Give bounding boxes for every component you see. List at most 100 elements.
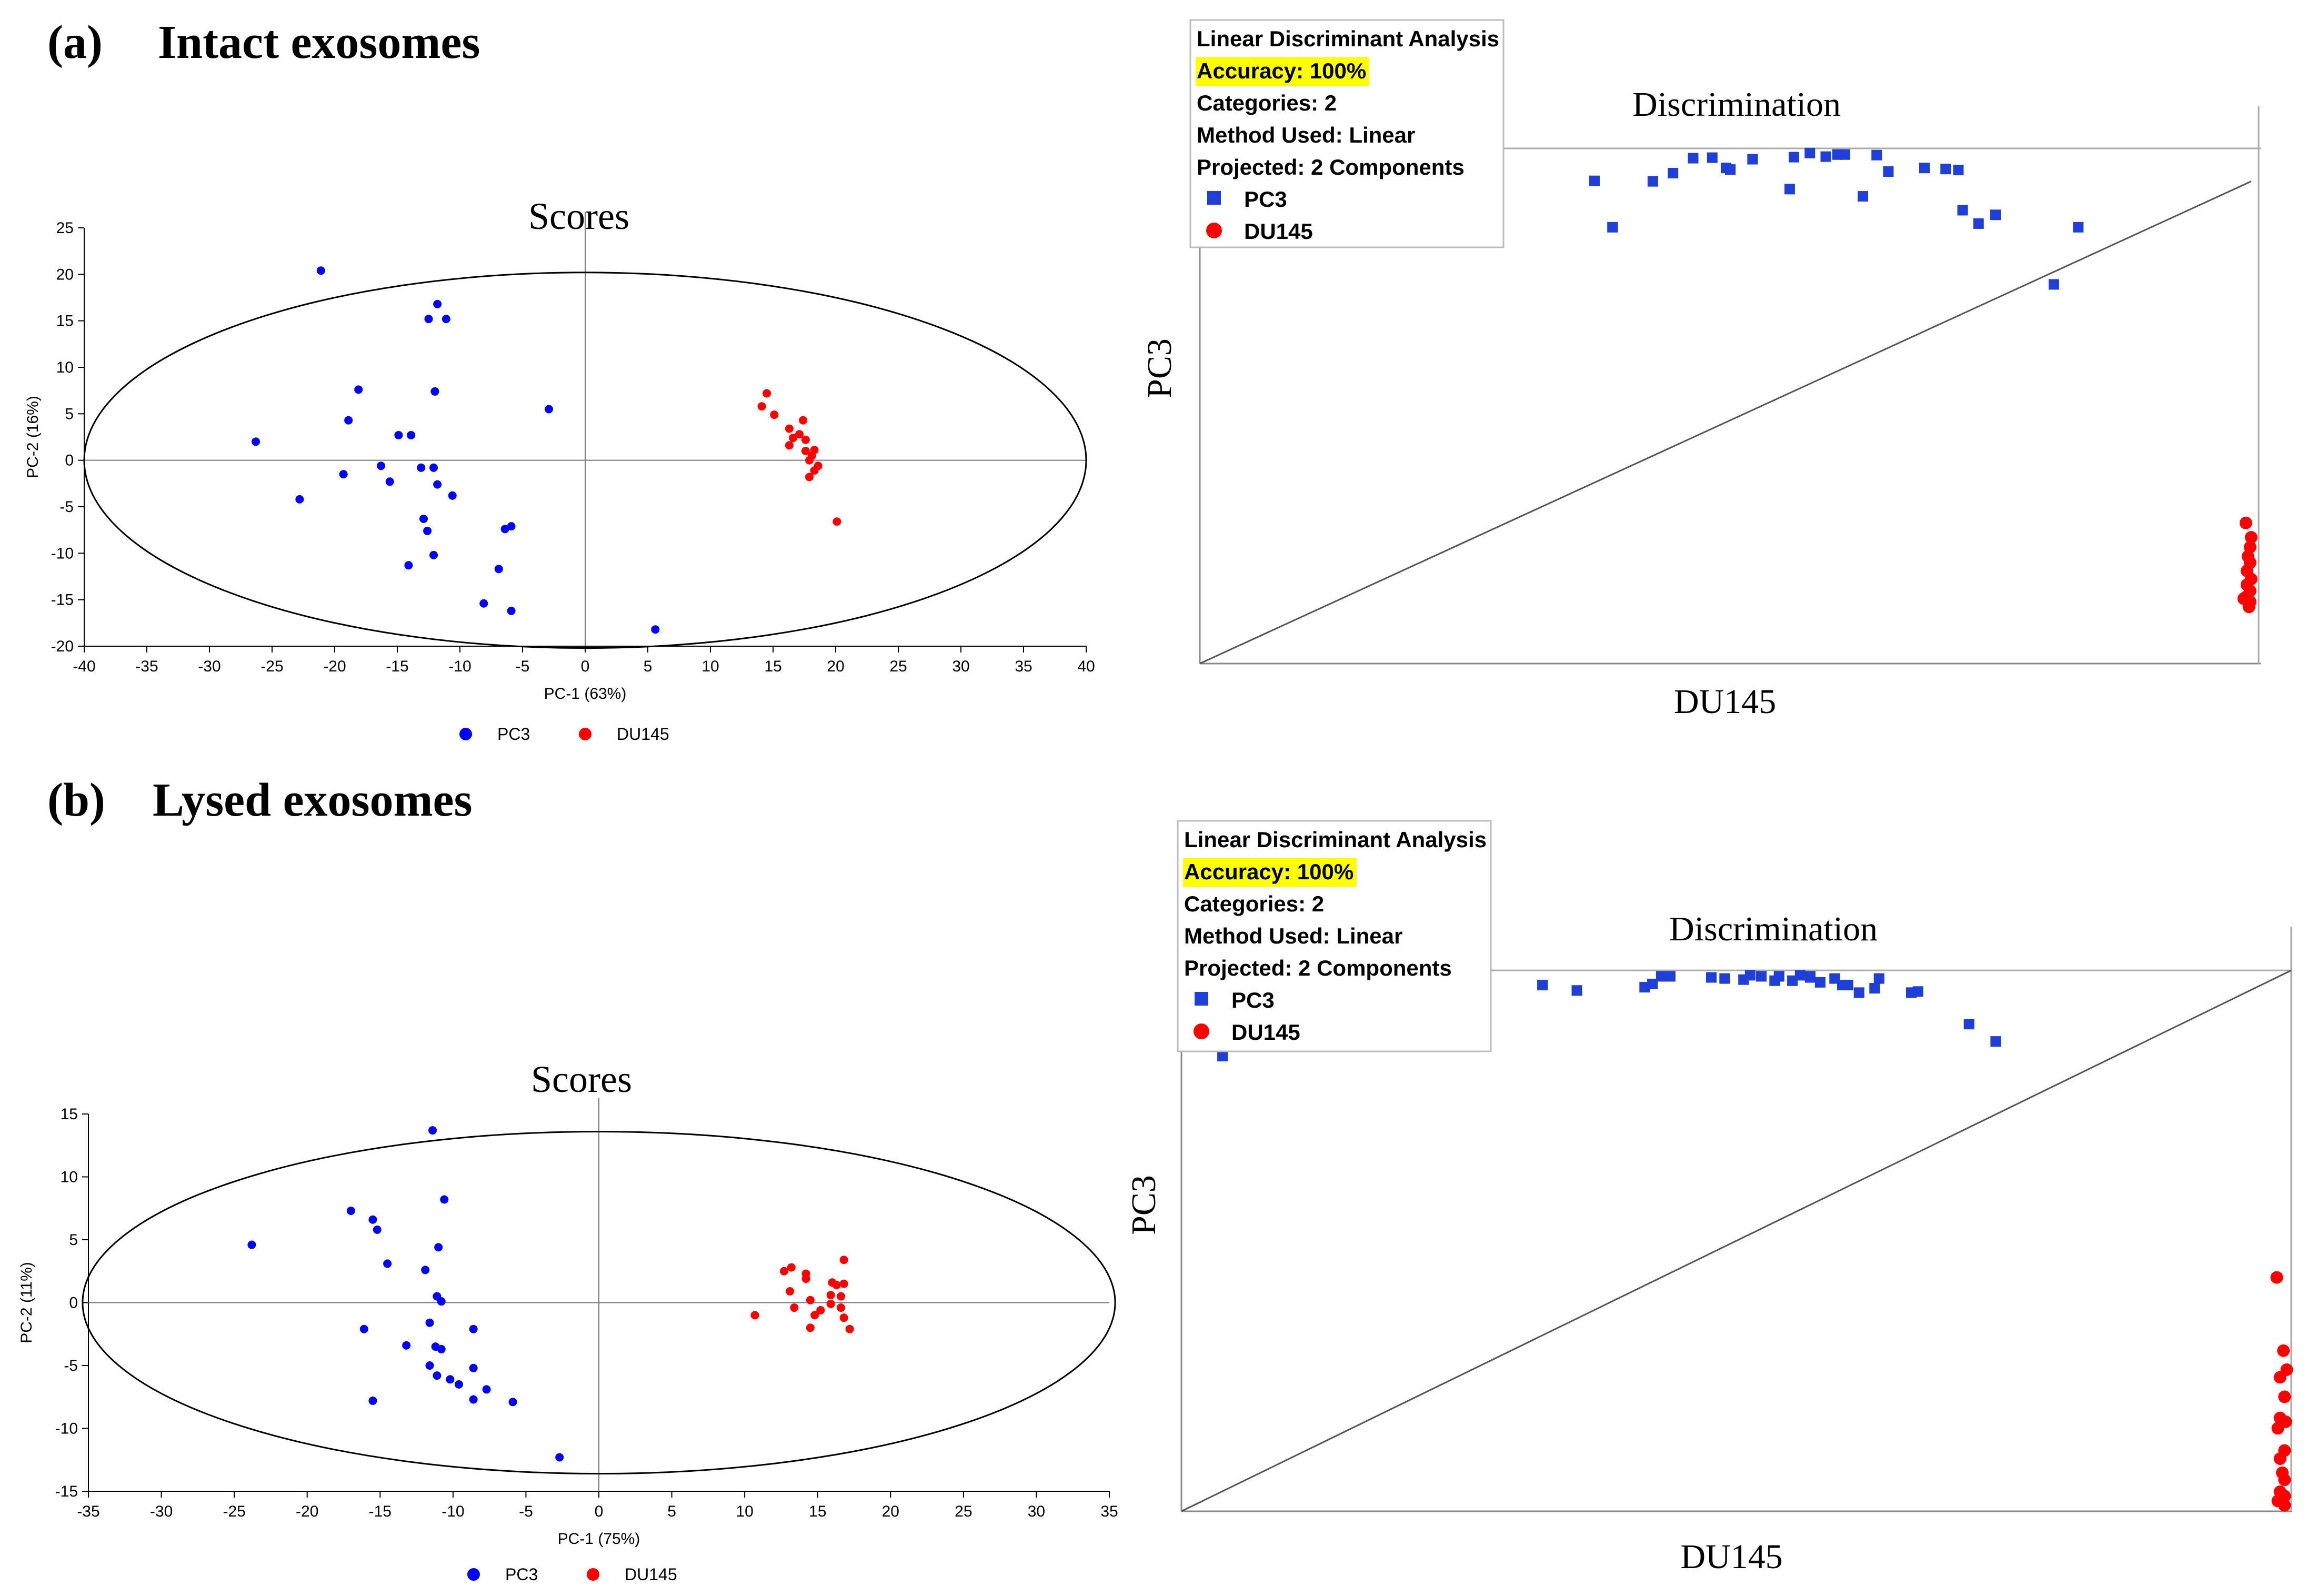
pc3-point: [1607, 222, 1618, 233]
pc3-point: [1217, 1050, 1228, 1061]
pc3-point: [1665, 971, 1676, 982]
du145-point: [839, 1313, 848, 1322]
y-tick-label: 10: [61, 1169, 78, 1186]
du145-point: [2273, 1371, 2287, 1384]
pc3-point: [430, 387, 439, 396]
pc3-point: [1853, 987, 1864, 998]
pc3-point: [1869, 983, 1880, 994]
pc3-point: [1589, 175, 1600, 186]
du145-point: [2242, 600, 2255, 614]
legend-label: DU145: [625, 1565, 677, 1584]
pc3-point: [368, 1396, 377, 1405]
lda-chart-b: Discrimination DU145 PC3 Linear Discriminan…: [1125, 820, 2293, 1576]
y-tick-label: 0: [69, 1294, 78, 1312]
x-tick-label: -5: [516, 658, 530, 675]
legend-marker: [1194, 1023, 1209, 1039]
pc3-point: [434, 1243, 443, 1252]
x-tick-label: -10: [442, 1503, 464, 1520]
x-tick-label: 20: [882, 1503, 899, 1520]
pc3-point: [1990, 209, 2001, 220]
du145-point: [770, 410, 779, 419]
pc3-point: [429, 463, 438, 472]
pc3-point: [1919, 163, 1930, 174]
legend-marker: [587, 1568, 599, 1581]
du145-point: [2278, 1473, 2291, 1487]
legend-marker: [1195, 992, 1208, 1006]
x-tick-label: 40: [1077, 658, 1095, 675]
pc3-point: [1804, 147, 1816, 158]
x-tick-label: 0: [581, 658, 590, 675]
pc3-point: [247, 1240, 256, 1249]
pc3-point: [651, 625, 660, 634]
pc3-point: [407, 430, 416, 439]
pc3-point: [1858, 191, 1868, 202]
du145-point: [805, 473, 814, 481]
du145-point: [801, 435, 810, 444]
du145-point: [810, 1311, 819, 1320]
x-tick-label: -35: [77, 1503, 99, 1520]
pc3-point: [437, 1344, 446, 1353]
pc3-point: [479, 599, 488, 608]
x-tick-label: -25: [223, 1503, 245, 1520]
panel-a-heading: (a) Intact exosomes: [47, 16, 480, 68]
x-tick-label: -25: [260, 658, 283, 675]
du145-point: [2278, 1390, 2291, 1403]
pc3-point: [419, 514, 428, 523]
y-tick-label: 5: [65, 405, 74, 423]
x-tick-label: -15: [386, 658, 408, 675]
pc3-point: [469, 1363, 478, 1372]
pc3-point: [437, 1297, 446, 1306]
x-tick-label: -5: [519, 1503, 533, 1520]
panel-a-title: Intact exosomes: [158, 16, 480, 68]
pc3-point: [1756, 971, 1767, 982]
du145-point: [2277, 1344, 2290, 1357]
du145-point: [839, 1279, 848, 1288]
du145-point: [2270, 1271, 2283, 1284]
du145-point: [801, 447, 810, 455]
pc3-point: [404, 561, 413, 570]
pc3-point: [508, 1398, 517, 1407]
lda-box-title: Linear Discriminant Analysis: [1184, 827, 1487, 852]
y-tick-label: -15: [51, 591, 74, 609]
pc3-point: [339, 470, 348, 479]
y-tick-label: 5: [69, 1231, 78, 1249]
pc3-point: [1839, 149, 1850, 160]
x-axis-label: PC-1 (63%): [544, 685, 627, 702]
legend-label: PC3: [505, 1565, 538, 1584]
pc3-point: [433, 1371, 442, 1380]
x-tick-label: 35: [1015, 658, 1032, 675]
du145-point: [805, 456, 814, 465]
x-tick-label: 25: [955, 1503, 972, 1520]
pc3-point: [346, 1207, 355, 1216]
lda-accuracy: Accuracy: 100%: [1184, 859, 1353, 884]
lda-method: Method Used: Linear: [1184, 924, 1402, 948]
x-axis-label: DU145: [1674, 682, 1776, 721]
pc3-point: [1804, 972, 1816, 983]
panel-b-letter: (b): [47, 774, 105, 826]
du145-point: [806, 1323, 815, 1332]
pc3-point: [1747, 154, 1758, 165]
pc3-point: [1707, 152, 1718, 163]
scores-chart-b: Scores -35 -30 -25 -20 -15 -10 -5 0 5 10 15 20 25 30 35…: [18, 1058, 1118, 1584]
y-tick-label: 10: [56, 359, 74, 376]
legend-label: PC3: [1244, 187, 1287, 212]
y-axis-label: PC3: [1125, 1175, 1163, 1235]
pc3-point: [544, 405, 553, 414]
pc3-point: [1842, 979, 1853, 990]
pc3-point: [428, 1126, 437, 1135]
y-tick-label: -20: [51, 638, 74, 655]
x-tick-label: -30: [198, 658, 220, 675]
x-tick-label: 30: [1028, 1503, 1045, 1520]
pc3-point: [1957, 205, 1968, 216]
x-tick-label: 15: [809, 1503, 826, 1520]
pc3-point: [1883, 166, 1894, 177]
pc3-point: [394, 430, 403, 439]
pc3-point: [555, 1453, 564, 1462]
legend-marker: [459, 728, 472, 740]
pc3-point: [429, 550, 438, 559]
legend-marker: [579, 728, 591, 740]
confidence-ellipse: [83, 272, 1087, 649]
pc3-point: [1719, 973, 1730, 984]
du145-point: [837, 1292, 846, 1301]
pc3-point: [295, 495, 304, 504]
